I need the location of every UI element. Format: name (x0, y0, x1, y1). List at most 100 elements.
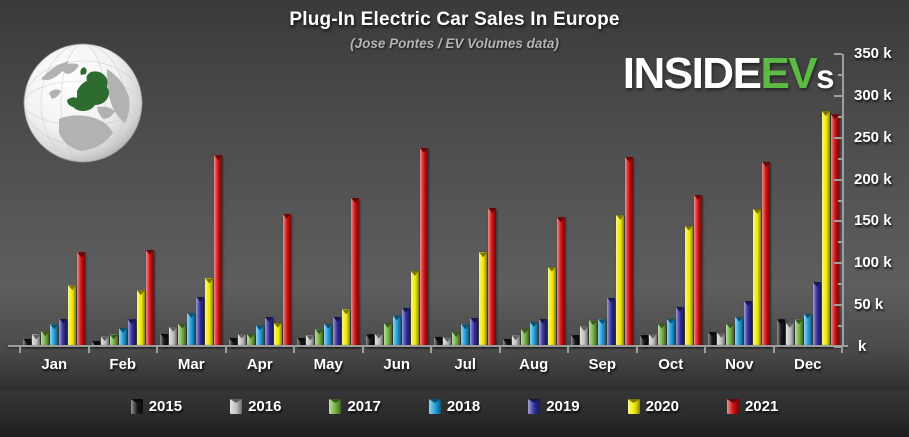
x-tick-label-oct: Oct (658, 356, 684, 373)
bar-top-notch (351, 198, 360, 203)
bar-2015-apr (228, 337, 237, 347)
y-axis-tick (834, 94, 842, 97)
bar-top-notch (812, 281, 821, 287)
logo-part-s: s (816, 58, 834, 95)
legend-item-2018: 2018 (428, 398, 481, 415)
legend-band (0, 390, 909, 437)
legend-label-2018: 2018 (446, 398, 481, 415)
bar-2020-apr (273, 322, 282, 347)
legend: 2015 2016 2017 2018 2019 2020 2021 (0, 398, 909, 415)
bar-2016-jan (32, 334, 41, 347)
legend-label-2017: 2017 (347, 398, 381, 415)
month-group-oct (637, 54, 706, 347)
legend-swatch-2020 (627, 399, 640, 414)
month-group-feb (89, 54, 158, 347)
x-tick-label-aug: Aug (519, 356, 549, 373)
bar-2016-may (306, 335, 315, 347)
bar-top-notch (91, 341, 100, 347)
x-tick-label-jan: Jan (41, 356, 68, 373)
legend-label-2019: 2019 (546, 398, 580, 415)
bar-2019-feb (127, 319, 136, 347)
logo-part-ev: EV (760, 49, 817, 98)
y-axis-tick (838, 325, 842, 328)
bar-2018-apr (255, 325, 264, 347)
bar-2015-nov (708, 331, 717, 347)
bar-2015-jul (434, 336, 443, 347)
bar-top-notch (282, 213, 291, 219)
legend-swatch-2021 (726, 399, 739, 414)
bar-2018-oct (666, 318, 675, 347)
bar-top-notch (246, 333, 255, 339)
bar-top-notch (488, 208, 497, 214)
y-tick-label-150k: 150 k (854, 212, 892, 230)
bar-2015-sep (571, 335, 580, 347)
bar-top-notch (502, 338, 511, 344)
x-tick-label-jun: Jun (383, 356, 411, 373)
month-group-dec (774, 54, 843, 347)
legend-item-2019: 2019 (528, 398, 580, 415)
legend-swatch-notch (130, 399, 143, 403)
bar-2015-aug (502, 338, 511, 347)
legend-label-2016: 2016 (248, 398, 282, 415)
y-axis-tick (838, 283, 842, 286)
bar-2018-aug (529, 321, 538, 347)
bar-top-notch (520, 328, 529, 334)
bar-2021-sep (625, 156, 634, 347)
x-axis-tick (19, 347, 21, 353)
bar-top-notch (410, 270, 419, 276)
bar-2019-nov (744, 300, 753, 347)
x-axis-tick (841, 347, 843, 353)
plot-area (20, 54, 842, 347)
europe-landmass (67, 67, 109, 111)
bar-top-notch (684, 225, 693, 231)
bar-2020-jun (410, 270, 419, 347)
bar-2017-jul (452, 331, 461, 347)
bar-top-notch (214, 155, 223, 161)
bar-top-notch (41, 331, 50, 337)
bar-top-notch (776, 319, 785, 325)
bar-top-notch (23, 338, 32, 344)
bar-top-notch (205, 278, 214, 284)
bar-2021-oct (693, 194, 702, 347)
bar-2015-feb (91, 341, 100, 347)
bar-2018-nov (735, 316, 744, 347)
bar-2018-sep (598, 319, 607, 347)
bar-2015-dec (776, 319, 785, 347)
x-axis-tick (430, 347, 432, 353)
bar-2020-aug (547, 266, 556, 347)
bar-2018-mar (187, 312, 196, 347)
bar-top-notch (237, 333, 246, 339)
bar-2017-jun (383, 322, 392, 347)
bar-2018-jul (461, 324, 470, 347)
legend-item-2017: 2017 (329, 398, 381, 415)
y-axis-line (842, 54, 844, 347)
y-tick-label-50k: 50 k (854, 296, 884, 314)
bar-top-notch (333, 316, 342, 322)
bar-top-notch (419, 147, 428, 153)
bar-2019-jun (401, 307, 410, 347)
month-group-aug (500, 54, 569, 347)
bar-top-notch (452, 331, 461, 337)
bar-top-notch (708, 331, 717, 337)
legend-swatch-notch (230, 399, 243, 403)
bar-top-notch (648, 333, 657, 339)
y-tick-label-350k: 350 k (854, 45, 892, 62)
month-group-jan (20, 54, 89, 347)
bar-2019-aug (538, 318, 547, 347)
bar-top-notch (607, 297, 616, 303)
bar-top-notch (529, 321, 538, 327)
bar-2016-oct (648, 333, 657, 347)
x-axis-tick (567, 347, 569, 353)
month-group-jun (363, 54, 432, 347)
x-axis-tick (361, 347, 364, 353)
legend-label-2020: 2020 (645, 398, 679, 415)
y-tick-label-250k: 250 k (854, 128, 892, 146)
bar-top-notch (744, 300, 753, 306)
bar-top-notch (803, 313, 812, 319)
bar-top-notch (297, 337, 306, 343)
bar-2016-jul (443, 336, 452, 347)
bar-2021-jul (488, 208, 497, 347)
bar-2016-nov (717, 332, 726, 347)
bar-2019-apr (264, 316, 273, 347)
